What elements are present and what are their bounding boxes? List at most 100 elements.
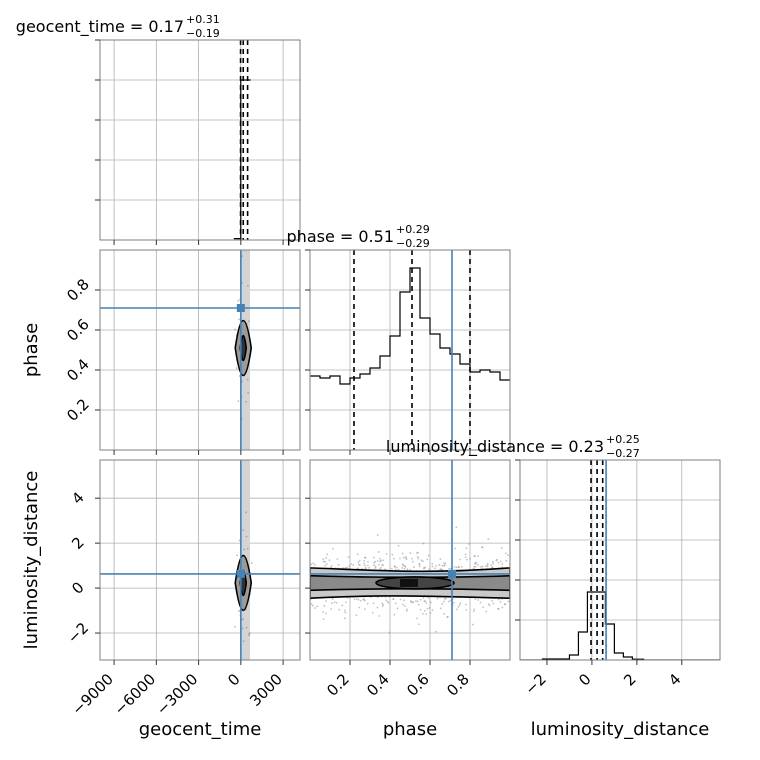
sample-point xyxy=(378,615,381,617)
title-phase: phase = 0.51 +0.29−0.29 xyxy=(287,223,430,250)
sample-point xyxy=(244,400,247,403)
sample-point xyxy=(504,603,507,605)
sample-point xyxy=(246,378,249,381)
sample-point xyxy=(481,565,484,568)
sample-point xyxy=(497,561,500,564)
sample-point xyxy=(453,602,455,604)
x-tick-label: 4 xyxy=(665,670,684,689)
sample-point xyxy=(335,601,338,604)
sample-point xyxy=(417,557,420,560)
sample-point xyxy=(247,392,250,394)
sample-point xyxy=(439,607,442,610)
sample-point xyxy=(472,610,475,613)
sample-point xyxy=(363,562,366,565)
sample-point xyxy=(402,564,405,567)
sample-point xyxy=(434,567,436,570)
sample-point xyxy=(425,601,428,604)
sample-point xyxy=(503,603,506,606)
sample-point xyxy=(423,567,425,570)
sample-point xyxy=(477,555,479,557)
plot-area xyxy=(233,40,251,240)
sample-point xyxy=(363,599,366,602)
sample-point xyxy=(345,601,347,604)
sample-point xyxy=(427,554,430,557)
sample-point xyxy=(396,607,399,610)
sample-point xyxy=(487,538,490,541)
sample-point xyxy=(322,560,325,563)
title-sup: +0.25 xyxy=(606,433,640,446)
sample-point xyxy=(475,561,478,564)
x-tick-label: 0 xyxy=(575,670,594,689)
sample-point xyxy=(492,602,495,605)
sample-point xyxy=(344,611,347,614)
sample-point xyxy=(459,602,462,605)
sample-point xyxy=(443,612,446,615)
sample-point xyxy=(471,623,474,626)
sample-point xyxy=(412,560,414,563)
sample-point xyxy=(246,284,249,287)
sample-point xyxy=(394,566,396,568)
sample-point xyxy=(469,557,471,560)
sample-point xyxy=(424,600,427,602)
sample-point xyxy=(386,600,389,603)
sample-point xyxy=(465,603,468,606)
sample-point xyxy=(497,608,500,610)
density-contour-inner xyxy=(239,334,248,362)
sample-point xyxy=(425,613,428,615)
sample-point xyxy=(382,559,385,562)
sample-point xyxy=(379,568,381,570)
sample-point xyxy=(409,600,412,602)
title-sub: −0.19 xyxy=(186,27,220,40)
sample-point xyxy=(336,558,339,561)
sample-point xyxy=(458,604,461,606)
sample-point xyxy=(364,566,367,569)
sample-point xyxy=(376,534,379,536)
sample-point xyxy=(426,558,429,561)
sample-point xyxy=(392,597,395,600)
sample-point xyxy=(428,568,431,571)
sample-point xyxy=(479,601,482,604)
sample-point xyxy=(438,563,441,566)
sample-point xyxy=(416,552,418,554)
x-tick-label: −6000 xyxy=(111,670,160,719)
sample-point xyxy=(353,598,356,601)
sample-point xyxy=(427,596,430,599)
sample-point xyxy=(435,630,438,633)
sample-point xyxy=(330,602,333,605)
sample-point xyxy=(501,547,503,549)
sample-point xyxy=(401,567,404,569)
sample-point xyxy=(422,596,425,599)
sample-point xyxy=(344,567,347,569)
sample-point xyxy=(350,563,353,565)
plot-area xyxy=(520,460,720,660)
sample-point xyxy=(401,563,404,566)
axes-frame xyxy=(99,39,301,241)
sample-point xyxy=(441,564,444,567)
sample-point xyxy=(368,566,371,569)
sample-point xyxy=(417,603,420,606)
sample-point xyxy=(248,632,251,634)
sample-point xyxy=(250,562,253,565)
sample-point xyxy=(455,526,458,529)
sample-point xyxy=(499,560,502,563)
sample-point xyxy=(355,598,358,600)
sample-point xyxy=(480,565,482,568)
sample-point xyxy=(504,552,507,555)
x-tick-label: −2 xyxy=(521,670,549,698)
y-tick-label: 0 xyxy=(68,578,87,597)
sample-point xyxy=(332,547,334,550)
axes-frame xyxy=(309,459,511,661)
panel-phase-vs-phase xyxy=(305,249,511,455)
sample-point xyxy=(314,564,316,566)
sample-point xyxy=(455,608,458,611)
sample-point xyxy=(485,610,488,613)
y-axis-label-phase: phase xyxy=(21,323,42,377)
sample-point xyxy=(357,598,360,601)
sample-point xyxy=(481,546,483,549)
sample-point xyxy=(465,547,468,550)
y-tick-label: 0.6 xyxy=(63,315,93,345)
sample-point xyxy=(486,565,488,568)
sample-point xyxy=(426,607,429,610)
sample-point xyxy=(359,599,362,602)
sample-point xyxy=(333,601,336,604)
